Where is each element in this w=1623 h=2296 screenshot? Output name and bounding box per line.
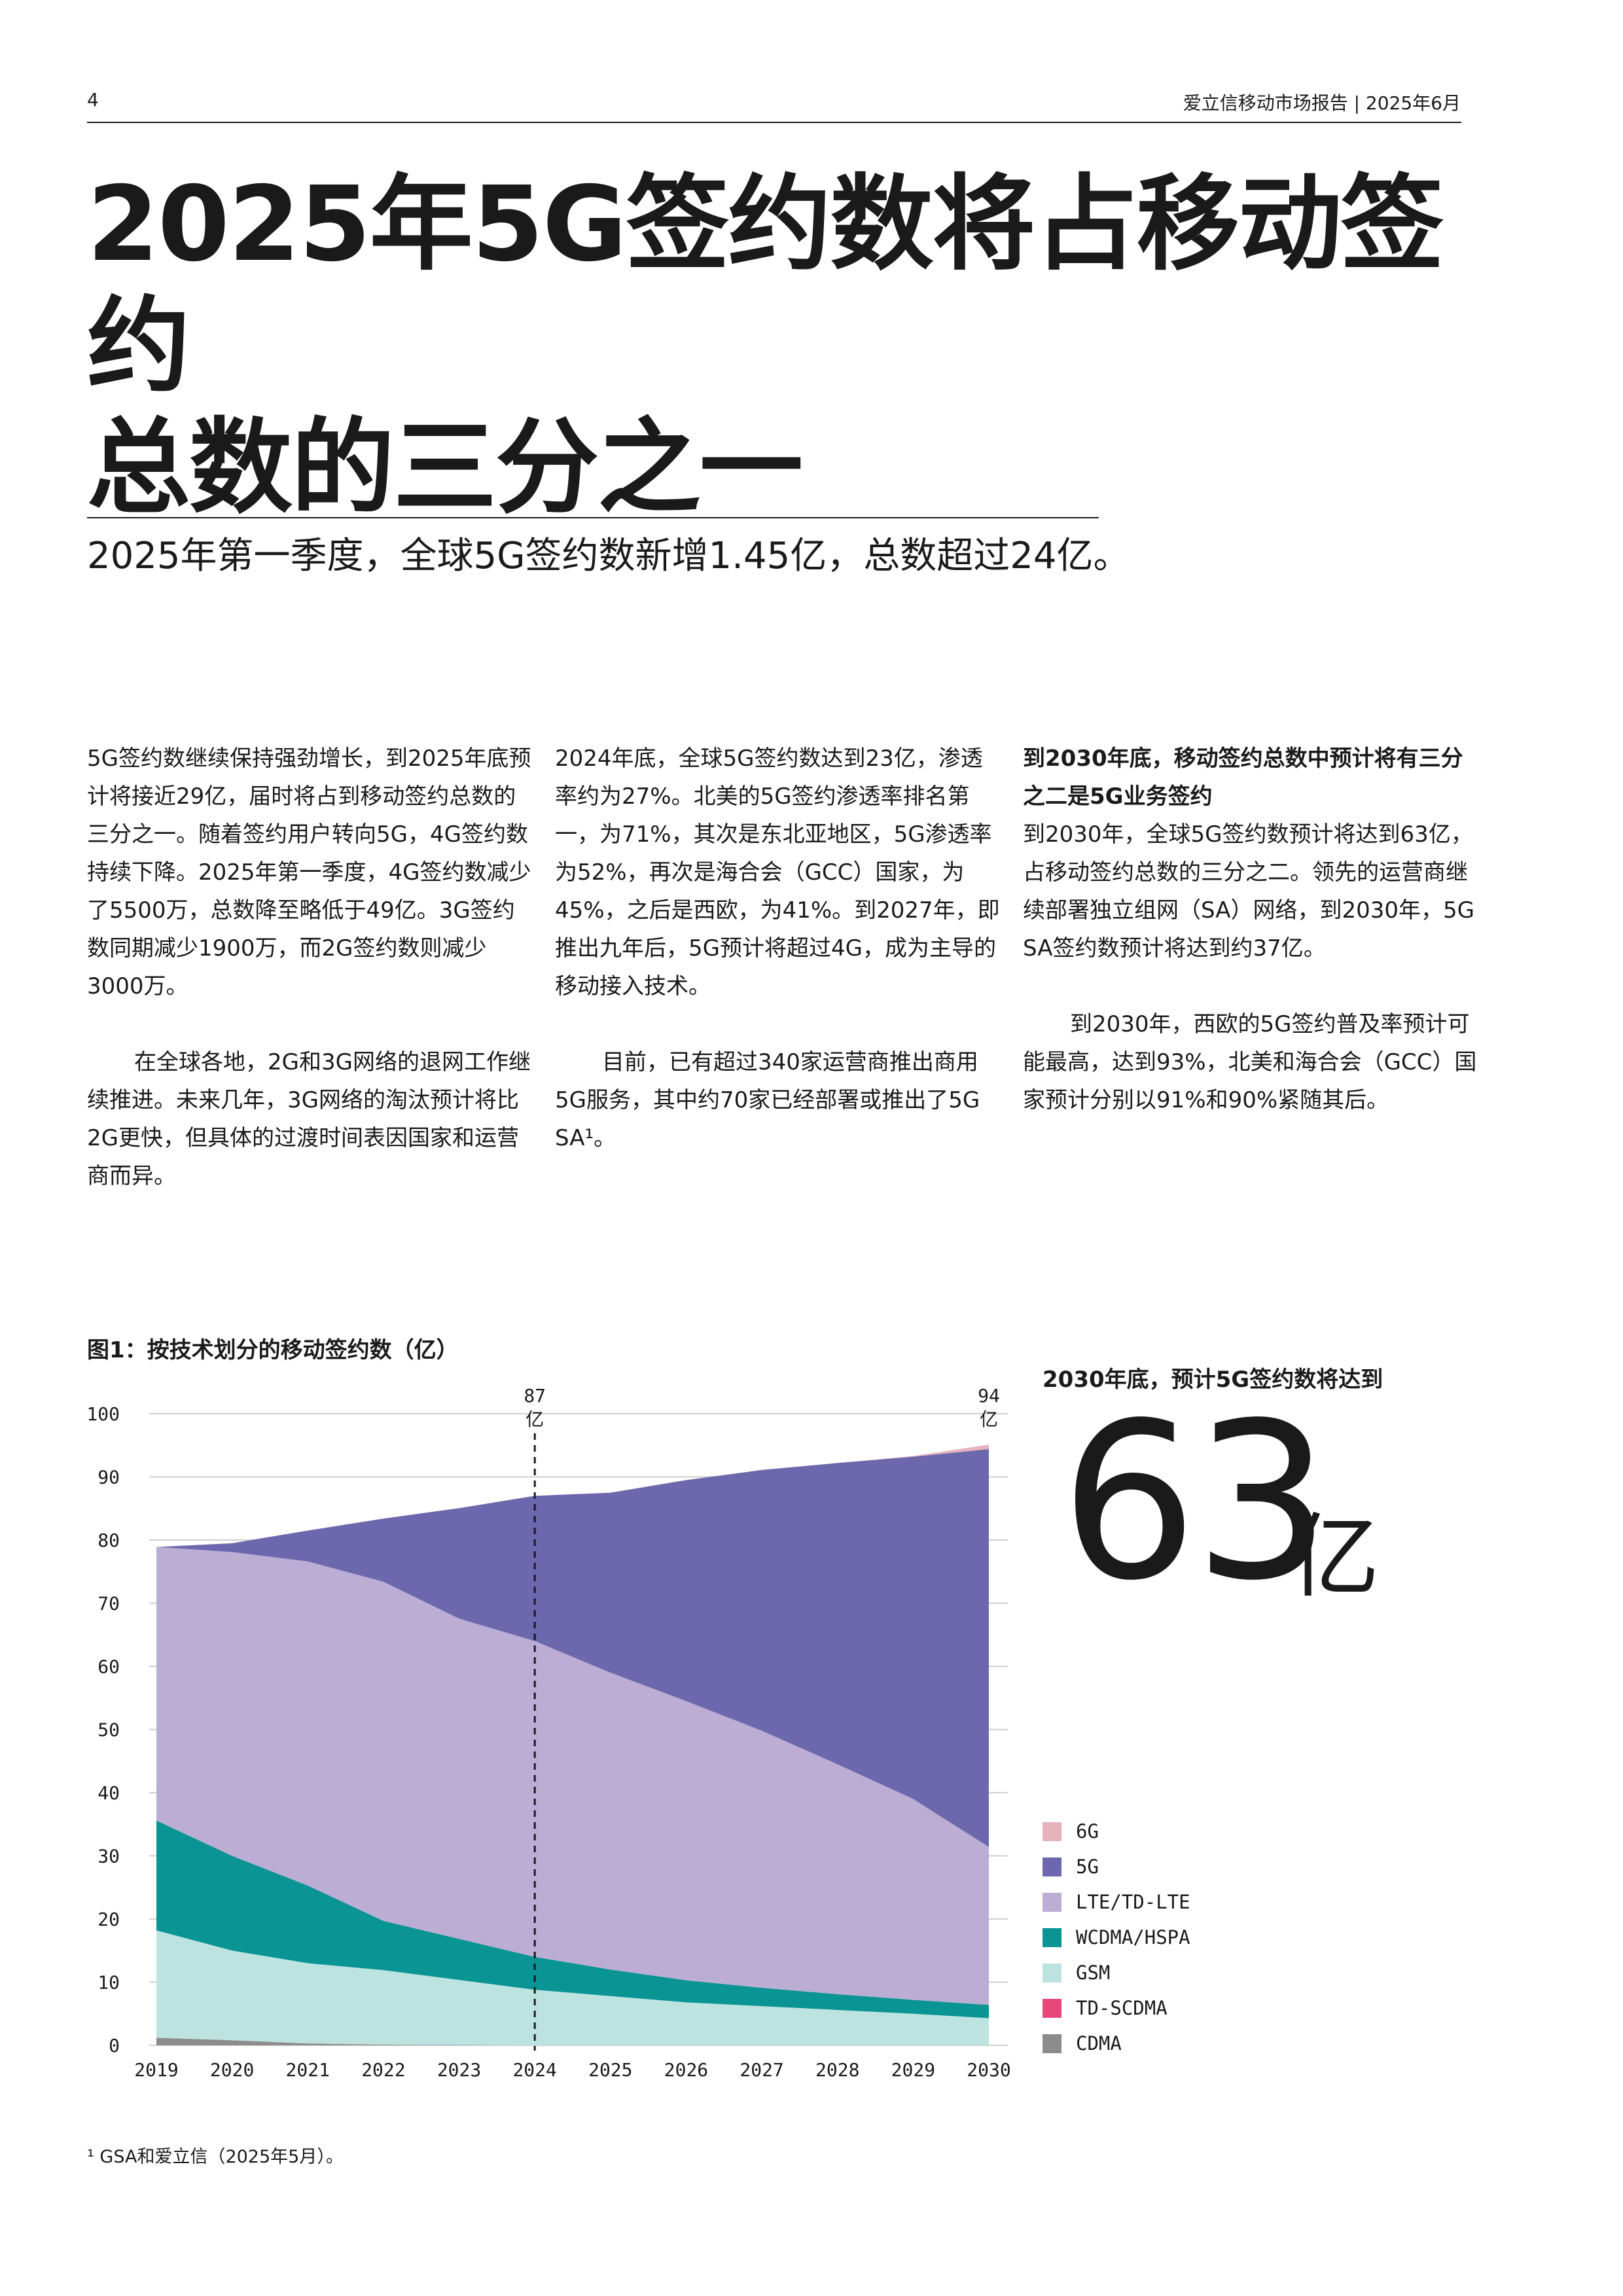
legend-item: GSM [1043,1961,1110,1984]
series-area-wcdma-hspa [156,1820,989,2018]
x-tick-label: 2027 [740,2059,783,2081]
legend-swatch [1043,1857,1061,1876]
y-tick-label: 30 [98,1846,120,1867]
legend-label: GSM [1076,1962,1111,1984]
subtitle: 2025年第一季度，全球5G签约数新增1.45亿，总数超过24亿。 [87,535,1130,577]
x-tick-label: 2021 [286,2059,330,2081]
legend-swatch [1043,1821,1061,1841]
paragraph: 目前，已有超过340家运营商推出商用5G服务，其中约70家已经部署或推出了5G … [555,1049,980,1151]
paragraph: 5G签约数继续保持强劲增长，到2025年底预计将接近29亿，届时将占到移动签约总… [87,745,531,999]
series-area-5g [156,1449,989,1847]
legend-label: 6G [1076,1820,1099,1842]
y-tick-label: 40 [98,1782,120,1804]
y-tick-label: 0 [109,2035,120,2056]
legend-item: CDMA [1043,2032,1122,2055]
series-area-cdma [156,2037,989,2045]
column-2: 2024年底，全球5G签约数达到23亿，渗透率约为27%。北美的5G签约渗透率排… [555,740,1000,1195]
x-tick-label: 2024 [512,2059,556,2081]
y-tick-label: 70 [98,1593,120,1615]
legend-swatch [1043,1963,1061,1982]
paragraph: 到2030年，西欧的5G签约普及率预计可能最高，达到93%，北美和海合会（GCC… [1023,1011,1477,1113]
legend-swatch [1043,1998,1061,2018]
series-area-gsm [156,1930,989,2045]
callout-number: 63 [1060,1376,1331,1628]
x-tick-label: 2029 [891,2059,935,2081]
y-tick-label: 80 [98,1530,120,1551]
legend-item: WCDMA/HSPA [1043,1926,1190,1949]
series-area-lte-td-lte [156,1547,989,2005]
legend-label: WCDMA/HSPA [1076,1926,1190,1948]
y-tick-label: 90 [98,1467,120,1488]
x-tick-label: 2023 [437,2059,481,2081]
legend-swatch [1043,1928,1061,1947]
column-1: 5G签约数继续保持强劲增长，到2025年底预计将接近29亿，届时将占到移动签约总… [87,740,532,1233]
legend-item: LTE/TD-LTE [1043,1890,1190,1914]
header-rule [87,122,1461,123]
legend-item: 5G [1043,1855,1099,1878]
x-tick-label: 2019 [134,2059,178,2081]
x-tick-label: 2028 [815,2059,859,2081]
annotation-value: 87 [524,1385,546,1407]
annotation-unit: 亿 [980,1408,998,1430]
paragraph: 2024年底，全球5G签约数达到23亿，渗透率约为27%。北美的5G签约渗透率排… [555,745,1000,999]
annotation-unit: 亿 [526,1408,544,1430]
y-tick-label: 20 [98,1909,120,1930]
paragraph: 在全球各地，2G和3G网络的退网工作继续推进。未来几年，3G网络的淘汰预计将比2… [87,1049,531,1189]
page-number: 4 [87,89,99,111]
title-line-1: 2025年5G签约数将占移动签约 [87,164,1444,406]
legend-item: 6G [1043,1820,1099,1843]
x-tick-label: 2026 [664,2059,708,2081]
figure-title: 图1：按技术划分的移动签约数（亿） [87,1337,459,1363]
x-tick-label: 2020 [210,2059,254,2081]
title-line-2: 总数的三分之一 [87,408,803,528]
x-tick-label: 2030 [967,2059,1010,2081]
side-callout-title: 2030年底，预计5G签约数将达到 [1043,1367,1383,1393]
legend-swatch [1043,2034,1061,2053]
annotation-value: 94 [978,1385,1000,1407]
footnote: ¹ GSA和爱立信（2025年5月）。 [87,2147,344,2167]
callout-unit: 亿 [1288,1504,1380,1611]
y-tick-label: 50 [98,1719,120,1741]
column-3: 到2030年底，移动签约总数中预计将有三分之二是5G业务签约 到2030年，全球… [1023,740,1481,1157]
legend-label: LTE/TD-LTE [1076,1891,1190,1913]
legend-label: 5G [1076,1856,1099,1878]
legend-item: TD-SCDMA [1043,1996,1168,2020]
y-tick-label: 60 [98,1656,120,1677]
y-tick-label: 100 [86,1403,120,1425]
legend-label: CDMA [1076,2032,1122,2054]
legend-label: TD-SCDMA [1076,1997,1168,2019]
subtitle-rule [87,517,1099,518]
paragraph: 到2030年，全球5G签约数预计将达到63亿，占移动签约总数的三分之二。领先的运… [1023,821,1474,961]
x-tick-label: 2022 [361,2059,405,2081]
legend-swatch [1043,1892,1061,1912]
y-tick-label: 10 [98,1972,120,1994]
page-title: 2025年5G签约数将占移动签约 总数的三分之一 [87,164,1527,529]
running-title: 爱立信移动市场报告 | 2025年6月 [1183,92,1461,114]
column-lead-heading: 到2030年底，移动签约总数中预计将有三分之二是5G业务签约 [1023,745,1463,810]
x-tick-label: 2025 [588,2059,632,2081]
